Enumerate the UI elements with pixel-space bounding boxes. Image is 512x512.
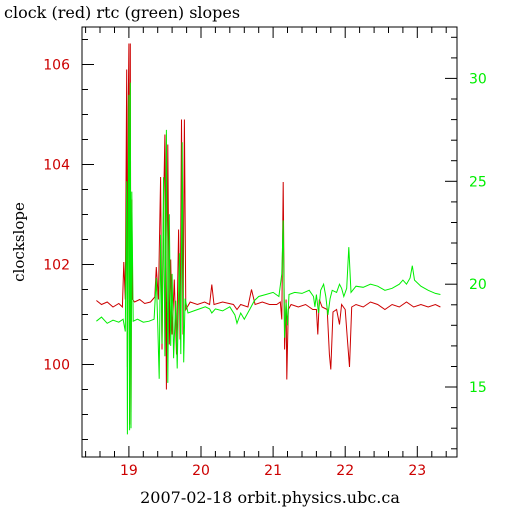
x-axis-caption: 2007-02-18 orbit.physics.ubc.ca	[140, 488, 400, 507]
chart-title: clock (red) rtc (green) slopes	[4, 3, 240, 22]
y-left-tick-label: 102	[43, 258, 70, 274]
y-right-tick-label: 25	[469, 174, 487, 190]
y-left-tick-label: 106	[43, 58, 70, 74]
x-tick-label: 20	[192, 463, 210, 479]
x-tick-label: 21	[264, 463, 282, 479]
y-right-tick-label: 15	[469, 380, 487, 396]
tick-labels: 19 20 21 22 23 100 102 104 106 15 20 25 30	[43, 58, 487, 480]
series-rtc-line	[96, 82, 441, 435]
x-tick-label: 19	[120, 463, 138, 479]
y-left-tick-label: 100	[43, 358, 70, 374]
y-left-tick-label: 104	[43, 158, 70, 174]
plot-frame	[81, 26, 458, 458]
axis-ticks	[82, 27, 457, 457]
x-tick-label: 23	[408, 463, 426, 479]
y-axis-label: clockslope	[10, 202, 28, 282]
series-lines	[96, 43, 441, 435]
y-right-tick-label: 30	[469, 71, 487, 87]
series-clock-line	[96, 43, 441, 425]
x-tick-label: 22	[336, 463, 354, 479]
y-right-tick-label: 20	[469, 277, 487, 293]
